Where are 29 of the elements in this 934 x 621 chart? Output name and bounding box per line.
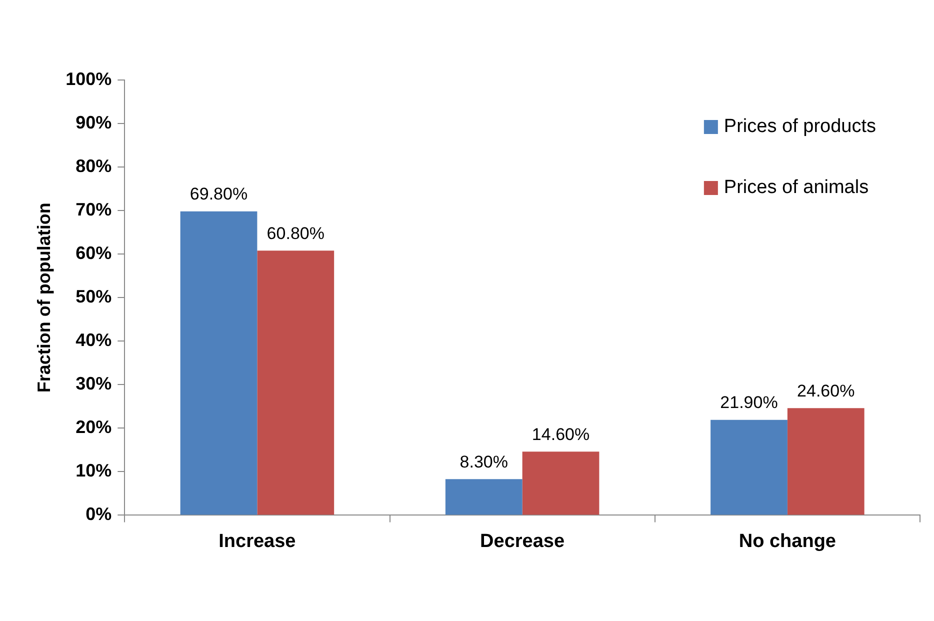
- x-tick-label: Increase: [218, 530, 296, 552]
- x-tick-label: Decrease: [480, 530, 565, 552]
- bar: [787, 408, 864, 515]
- y-tick-label: 20%: [76, 417, 112, 438]
- y-axis-title: Fraction of population: [34, 202, 54, 393]
- y-tick-label: 50%: [76, 286, 112, 307]
- legend-label: Prices of products: [724, 116, 876, 138]
- y-tick-label: 60%: [76, 243, 112, 264]
- y-tick-label: 0%: [86, 504, 112, 524]
- y-tick-label: 30%: [76, 374, 112, 394]
- y-tick-label: 100%: [66, 68, 112, 89]
- data-label: 24.60%: [797, 381, 855, 400]
- bar: [445, 479, 522, 515]
- y-tick-label: 90%: [76, 112, 112, 132]
- y-tick-label: 40%: [76, 330, 112, 350]
- y-tick-label: 10%: [76, 460, 112, 481]
- bar: [180, 211, 258, 515]
- data-label: 60.80%: [266, 224, 324, 243]
- bar: [257, 250, 334, 515]
- data-label: 8.30%: [460, 452, 508, 472]
- bar: [710, 420, 788, 515]
- x-tick-label: No change: [738, 530, 836, 552]
- data-label: 69.80%: [190, 184, 248, 204]
- y-tick-label: 80%: [76, 156, 112, 176]
- bar: [522, 452, 600, 515]
- legend-label: Prices of animals: [724, 177, 869, 198]
- y-tick-label: 70%: [76, 200, 112, 220]
- data-label: 21.90%: [720, 393, 778, 412]
- data-label: 14.60%: [532, 424, 590, 444]
